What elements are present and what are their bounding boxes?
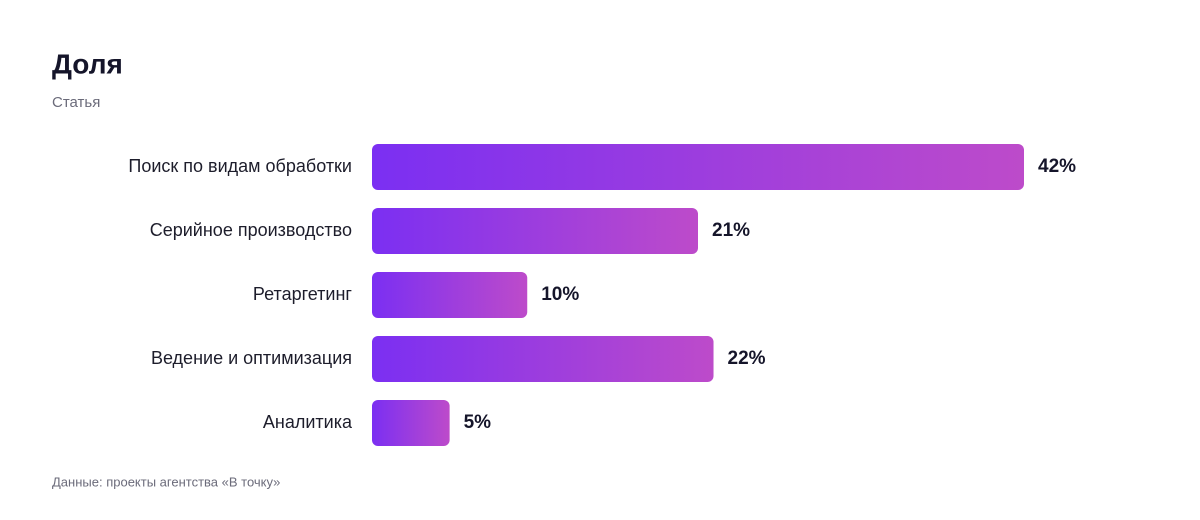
value-label: 22% — [728, 348, 766, 369]
value-label: 42% — [1038, 156, 1076, 177]
bar — [372, 144, 1024, 190]
value-label: 21% — [712, 220, 750, 241]
bar — [372, 208, 698, 254]
chart-subtitle: Статья — [52, 94, 100, 111]
value-label: 5% — [464, 412, 492, 433]
bar — [372, 400, 450, 446]
category-label: Ведение и оптимизация — [151, 348, 352, 368]
bar — [372, 336, 714, 382]
bar — [372, 272, 528, 318]
category-label: Поиск по видам обработки — [128, 156, 352, 176]
chart-title: Доля — [52, 48, 123, 79]
category-label: Серийное производство — [150, 220, 352, 240]
category-label: Ретаргетинг — [253, 284, 353, 304]
source-note: Данные: проекты агентства «В точку» — [52, 474, 280, 489]
category-label: Аналитика — [263, 412, 353, 432]
value-label: 10% — [541, 284, 579, 305]
